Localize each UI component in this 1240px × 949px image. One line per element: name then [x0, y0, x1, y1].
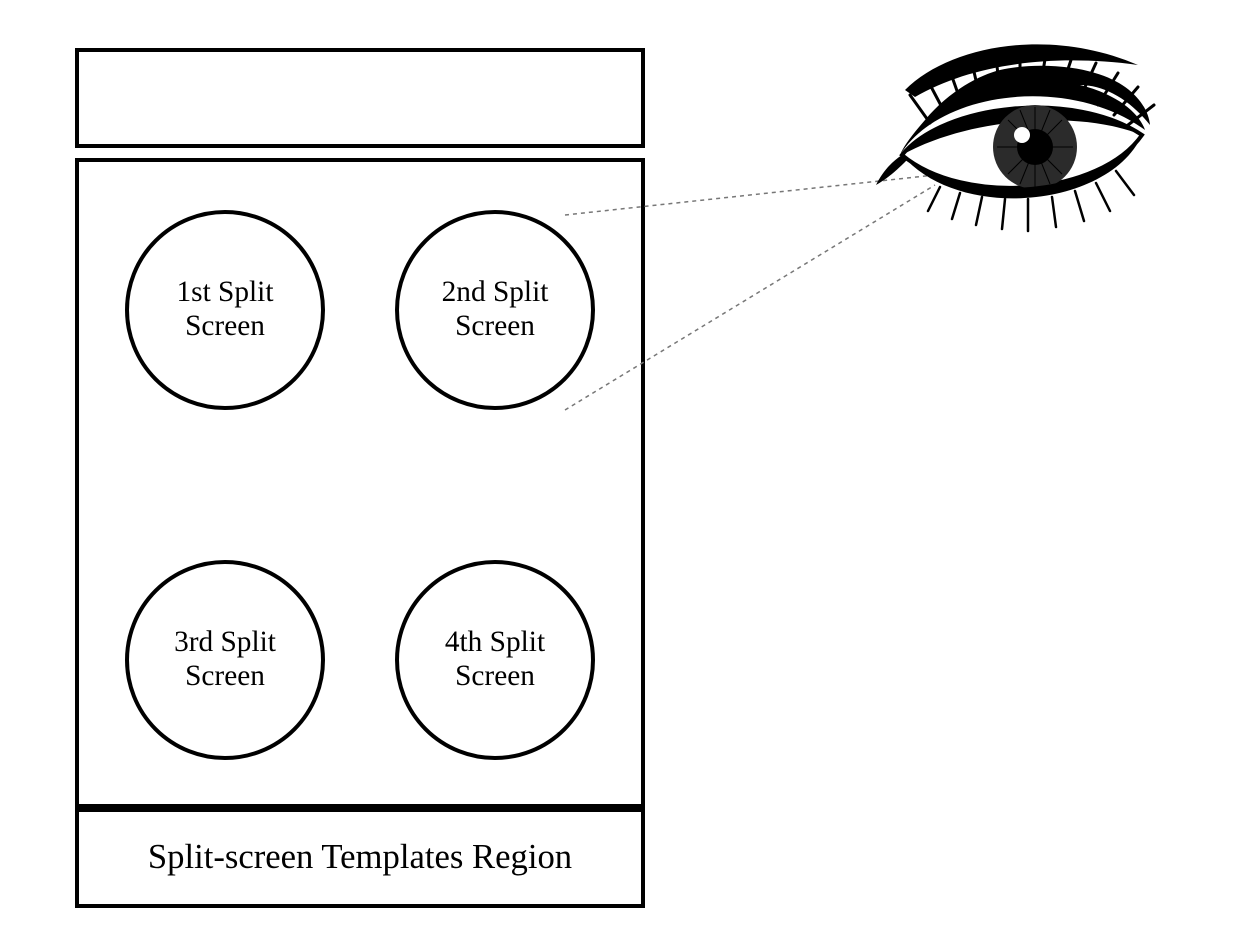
- inner-corner: [876, 155, 908, 185]
- eye-icon: [870, 35, 1160, 235]
- diagram-stage: 1st Split Screen 2nd Split Screen 3rd Sp…: [0, 0, 1240, 949]
- eye-highlight: [1014, 127, 1030, 143]
